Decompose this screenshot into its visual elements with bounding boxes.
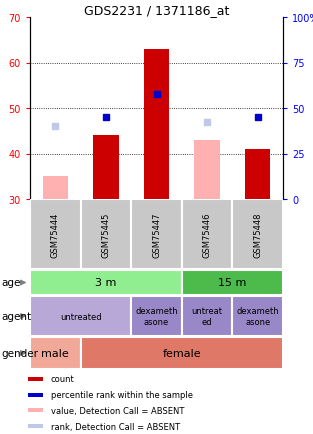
Bar	[81, 337, 283, 369]
Text: GSM75444: GSM75444	[51, 212, 60, 257]
Bar	[81, 200, 131, 270]
Text: untreated: untreated	[60, 312, 101, 321]
Text: value, Detection Call = ABSENT: value, Detection Call = ABSENT	[51, 406, 184, 415]
Bar	[93, 136, 119, 200]
Bar	[182, 296, 232, 336]
Text: rank, Detection Call = ABSENT: rank, Detection Call = ABSENT	[51, 422, 180, 431]
Bar	[182, 270, 283, 295]
Text: gender: gender	[2, 348, 38, 358]
Title: GDS2231 / 1371186_at: GDS2231 / 1371186_at	[84, 4, 229, 17]
Bar	[194, 141, 220, 200]
Bar	[30, 270, 182, 295]
Bar	[28, 393, 43, 397]
Bar	[28, 424, 43, 428]
Bar	[28, 377, 43, 381]
Bar	[194, 141, 220, 200]
Text: GSM75448: GSM75448	[253, 212, 262, 257]
Text: 3 m: 3 m	[95, 278, 116, 288]
Text: 15 m: 15 m	[218, 278, 247, 288]
Text: agent: agent	[2, 311, 32, 321]
Bar	[144, 50, 169, 200]
Bar	[232, 200, 283, 270]
Bar	[30, 200, 81, 270]
Text: untreat
ed: untreat ed	[192, 306, 223, 326]
Text: age: age	[2, 278, 21, 288]
Bar	[232, 296, 283, 336]
Bar	[30, 337, 81, 369]
Text: percentile rank within the sample: percentile rank within the sample	[51, 390, 193, 399]
Text: count: count	[51, 375, 74, 384]
Bar	[182, 200, 232, 270]
Text: GSM75447: GSM75447	[152, 212, 161, 257]
Bar	[30, 296, 131, 336]
Text: male: male	[41, 348, 69, 358]
Bar	[43, 177, 68, 200]
Text: dexameth
asone: dexameth asone	[236, 306, 279, 326]
Bar	[131, 200, 182, 270]
Text: dexameth
asone: dexameth asone	[135, 306, 178, 326]
Text: GSM75445: GSM75445	[101, 212, 110, 257]
Bar	[28, 408, 43, 412]
Text: GSM75446: GSM75446	[203, 212, 212, 257]
Text: female: female	[162, 348, 201, 358]
Bar	[245, 150, 270, 200]
Bar	[131, 296, 182, 336]
